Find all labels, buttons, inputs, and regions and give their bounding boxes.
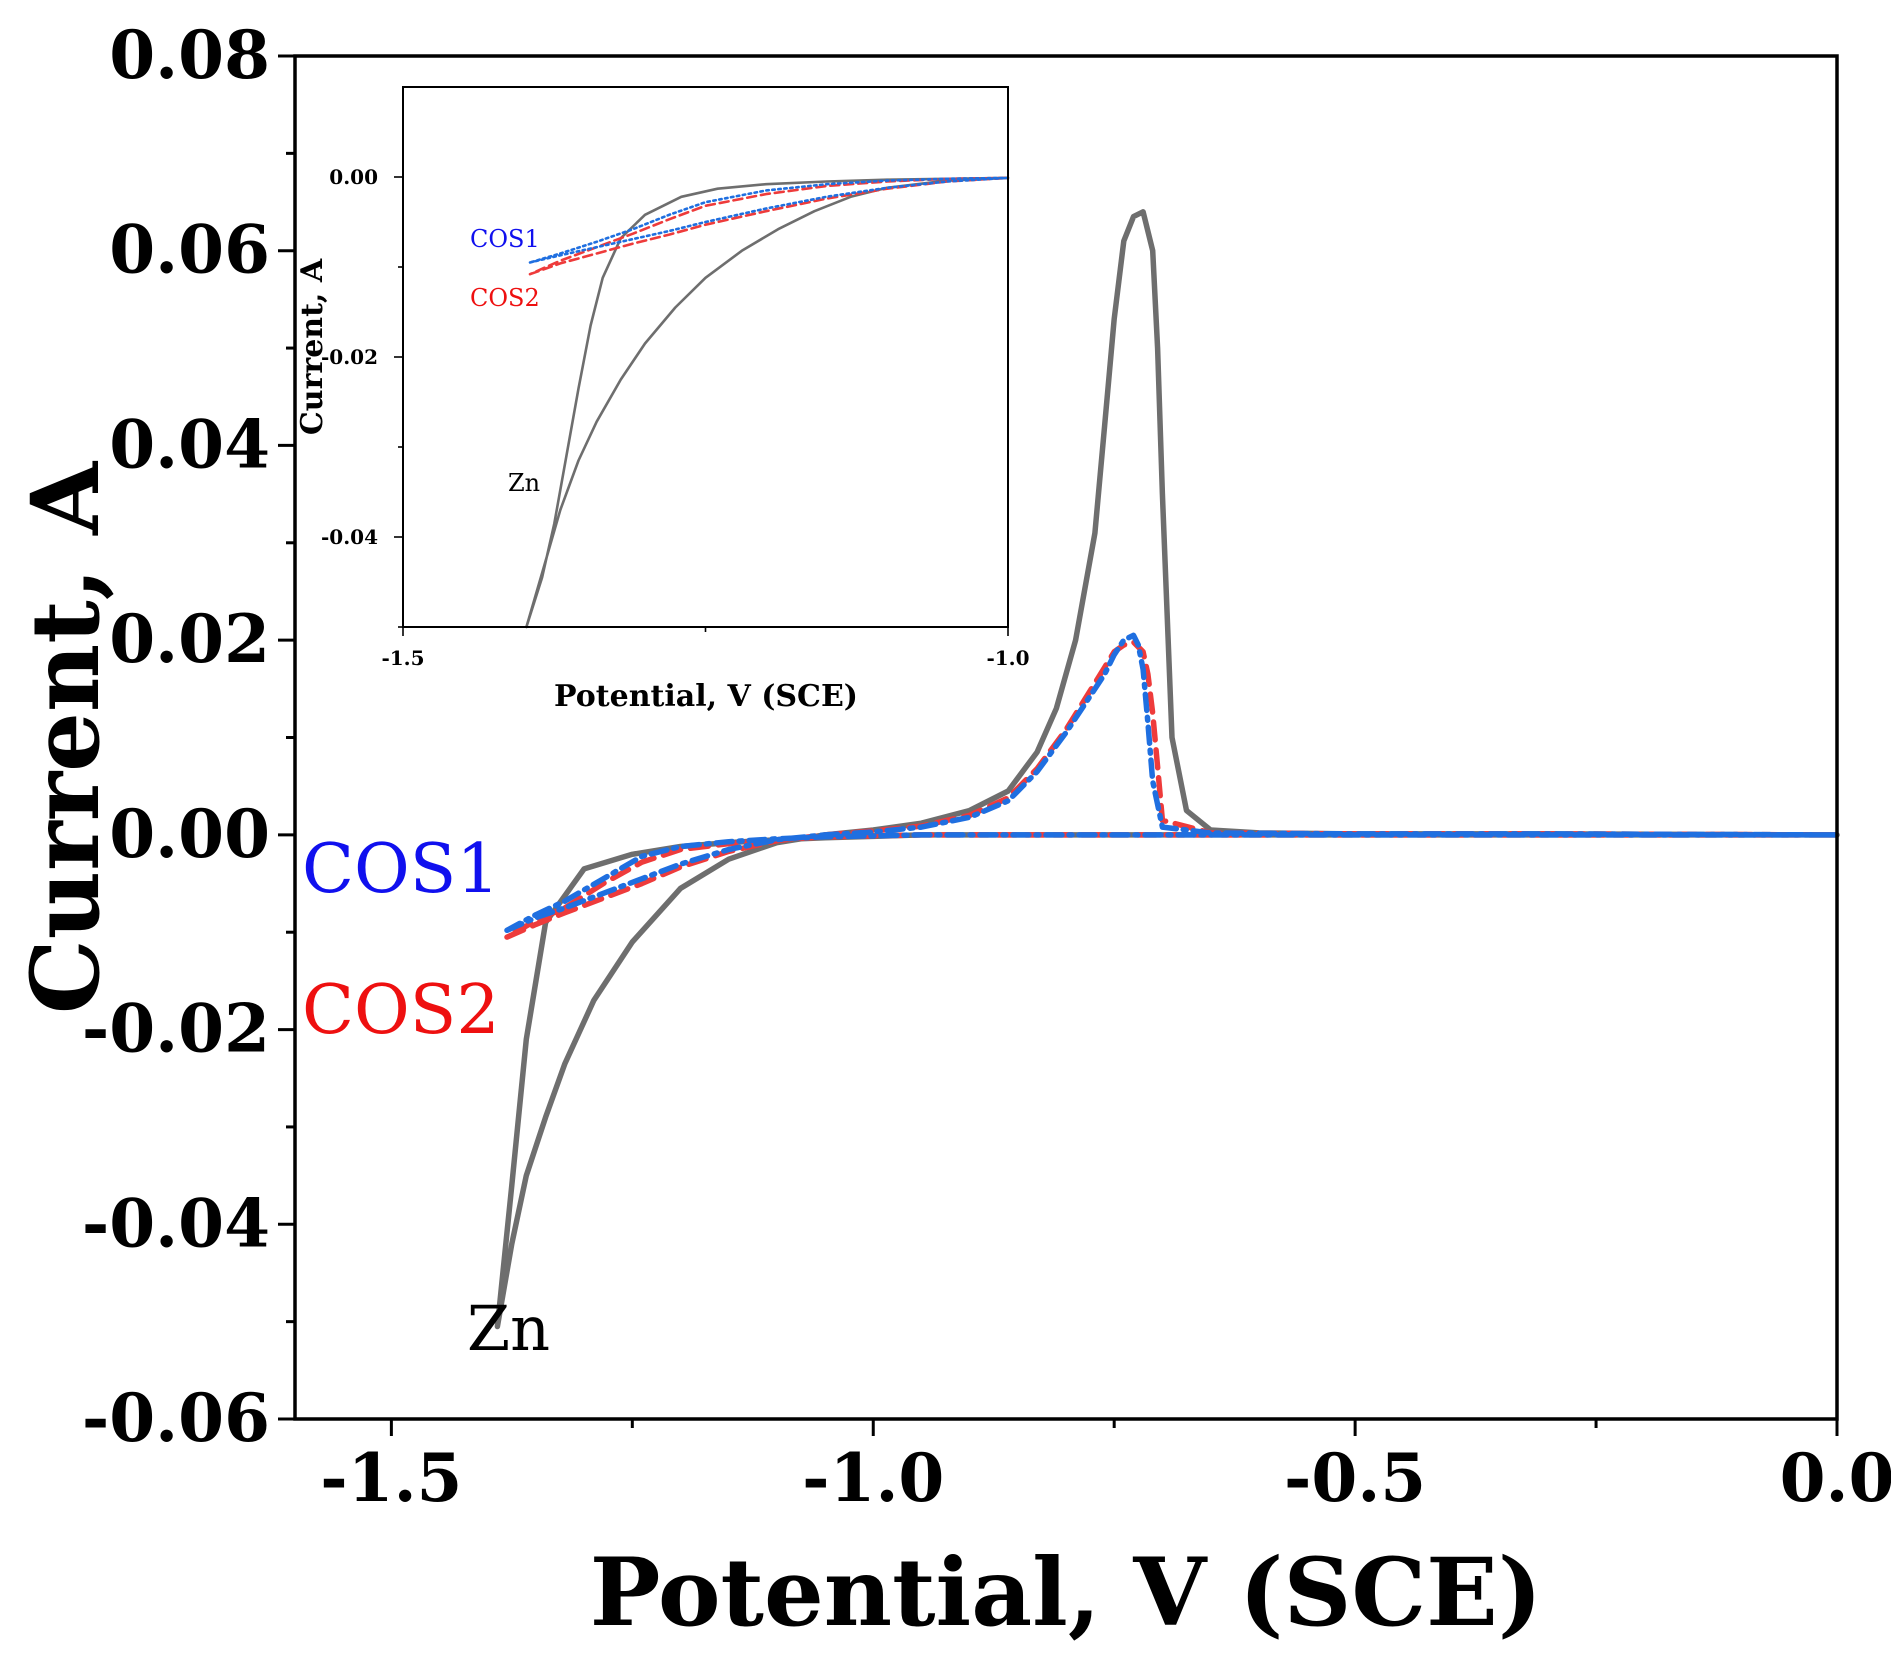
inset-y-axis-label: Current, A	[295, 258, 330, 435]
main-y-tick-label: 0.08	[109, 16, 270, 94]
main-x-tick-label: -1.0	[802, 1439, 944, 1517]
main-y-tick-label: -0.02	[82, 990, 270, 1068]
main-y-tick-label: -0.06	[82, 1379, 270, 1457]
main-x-tick-label: 0.0	[1780, 1439, 1891, 1517]
inset-annotation-cos1: COS1	[470, 225, 540, 253]
main-annotation-cos1: COS1	[302, 830, 500, 909]
main-x-axis-label: Potential, V (SCE)	[590, 1538, 1543, 1648]
inset-background	[403, 87, 1008, 627]
inset-x-tick-label: -1.0	[986, 646, 1029, 670]
main-y-axis-label: Current, A	[11, 461, 121, 1014]
inset-y-tick-label: 0.00	[329, 165, 378, 189]
inset-chart: -1.5 -1.0 -0.04 -0.02 0.00 Potential, V (SCE…	[295, 86, 1030, 714]
inset-x-tick-label: -1.5	[381, 646, 424, 670]
inset-y-tick-label: -0.04	[321, 525, 378, 549]
main-axis-ticks	[278, 54, 1839, 1436]
main-axis-tick-labels: -1.5 -1.0 -0.5 0.0 -0.06 -0.04 -0.02 0.00 0.02 0.…	[82, 16, 1891, 1517]
main-series-cos1-line	[504, 632, 1840, 934]
main-y-tick-label: 0.04	[109, 405, 270, 483]
main-y-tick-label: -0.04	[82, 1184, 270, 1262]
main-x-tick-label: -0.5	[1284, 1439, 1426, 1517]
main-chart: -1.5 -1.0 -0.5 0.0 -0.06 -0.04 -0.02 0.00 0.02 0.…	[11, 16, 1891, 1648]
main-y-tick-label: 0.02	[109, 600, 270, 678]
inset-annotation-cos2: COS2	[470, 284, 540, 312]
main-annotation-zn: Zn	[467, 1292, 550, 1365]
inset-axis-ticks	[394, 176, 1009, 636]
inset-x-axis-label: Potential, V (SCE)	[554, 679, 858, 714]
main-annotation-cos2: COS2	[302, 971, 500, 1050]
main-x-tick-label: -1.5	[320, 1439, 462, 1517]
main-y-tick-label: 0.00	[109, 795, 270, 873]
main-plot-lines	[494, 209, 1840, 1330]
main-y-tick-label: 0.06	[109, 211, 270, 289]
inset-axis-tick-labels: -1.5 -1.0 -0.04 -0.02 0.00	[321, 165, 1030, 670]
inset-y-tick-label: -0.02	[321, 345, 378, 369]
inset-annotation-zn: Zn	[508, 469, 540, 497]
